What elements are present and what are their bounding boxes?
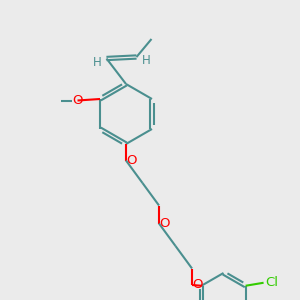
Text: O: O <box>72 94 83 107</box>
Text: Cl: Cl <box>266 276 278 289</box>
Text: O: O <box>192 278 203 292</box>
Text: O: O <box>159 217 170 230</box>
Text: H: H <box>92 56 101 69</box>
Text: H: H <box>142 54 151 67</box>
Text: O: O <box>126 154 137 167</box>
